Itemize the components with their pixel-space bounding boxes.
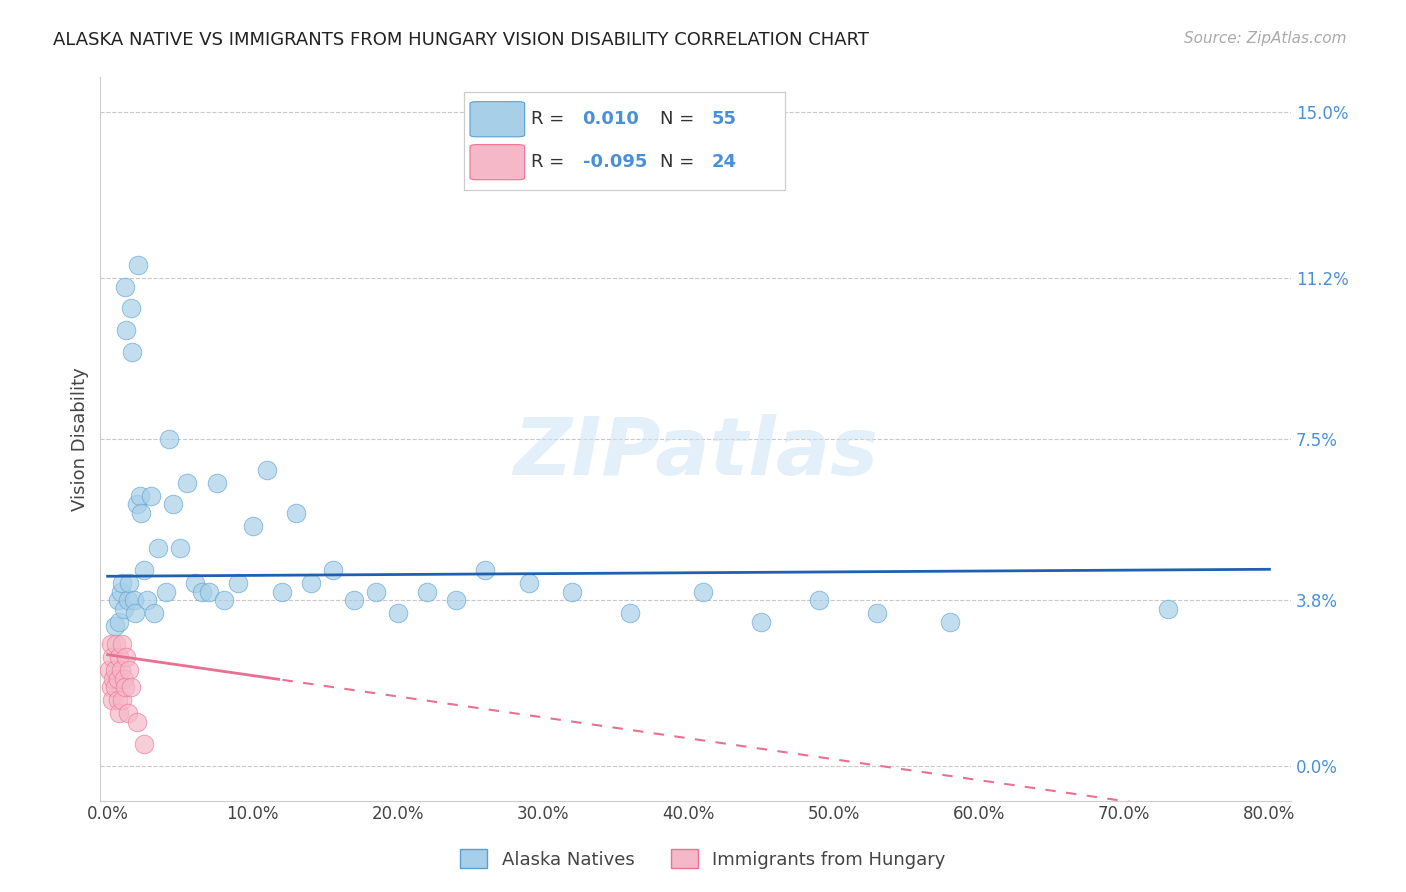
Point: [749, 615, 772, 629]
Point: [104, 663, 127, 677]
Point: [107, 672, 129, 686]
Point: [112, 672, 135, 686]
Point: [387, 607, 409, 621]
Point: [104, 681, 127, 695]
Point: [322, 563, 344, 577]
Point: [107, 593, 129, 607]
Point: [121, 345, 143, 359]
Point: [692, 584, 714, 599]
Point: [866, 607, 889, 621]
Y-axis label: Vision Disability: Vision Disability: [72, 368, 89, 511]
Point: [107, 693, 129, 707]
Point: [101, 693, 124, 707]
Point: [343, 593, 366, 607]
Point: [104, 619, 127, 633]
Point: [808, 593, 831, 607]
Point: [198, 584, 221, 599]
Point: [115, 649, 138, 664]
Point: [256, 462, 278, 476]
Point: [108, 706, 131, 721]
Point: [212, 593, 235, 607]
Point: [169, 541, 191, 555]
Point: [98, 663, 121, 677]
Point: [226, 575, 249, 590]
Text: ALASKA NATIVE VS IMMIGRANTS FROM HUNGARY VISION DISABILITY CORRELATION CHART: ALASKA NATIVE VS IMMIGRANTS FROM HUNGARY…: [53, 31, 869, 49]
Point: [416, 584, 439, 599]
Point: [129, 506, 152, 520]
Point: [561, 584, 583, 599]
Point: [366, 584, 388, 599]
Point: [122, 593, 145, 607]
Point: [111, 693, 134, 707]
Point: [111, 575, 134, 590]
Point: [110, 584, 132, 599]
Point: [205, 475, 228, 490]
Point: [299, 575, 322, 590]
Point: [285, 506, 308, 520]
Point: [115, 323, 138, 337]
Point: [148, 541, 170, 555]
Point: [118, 575, 141, 590]
Point: [155, 584, 177, 599]
Point: [108, 615, 131, 629]
Point: [105, 637, 128, 651]
Point: [112, 602, 135, 616]
Point: [120, 681, 142, 695]
Point: [132, 563, 155, 577]
Point: [118, 663, 141, 677]
Point: [103, 672, 125, 686]
Point: [124, 607, 146, 621]
Point: [100, 681, 122, 695]
Legend: Alaska Natives, Immigrants from Hungary: Alaska Natives, Immigrants from Hungary: [453, 842, 953, 876]
Point: [125, 715, 148, 730]
Point: [242, 519, 264, 533]
Point: [127, 258, 149, 272]
Point: [117, 593, 139, 607]
Point: [114, 279, 136, 293]
Point: [100, 637, 122, 651]
Point: [141, 489, 163, 503]
Point: [128, 489, 150, 503]
Point: [125, 497, 148, 511]
Point: [120, 301, 142, 316]
Point: [110, 663, 132, 677]
Point: [132, 737, 155, 751]
Point: [474, 563, 496, 577]
Point: [270, 584, 292, 599]
Point: [101, 649, 124, 664]
Point: [111, 637, 134, 651]
Point: [162, 497, 184, 511]
Text: Source: ZipAtlas.com: Source: ZipAtlas.com: [1184, 31, 1347, 46]
Point: [135, 593, 157, 607]
Point: [517, 575, 540, 590]
Point: [176, 475, 198, 490]
Point: [108, 649, 131, 664]
Text: ZIPatlas: ZIPatlas: [513, 415, 879, 492]
Point: [184, 575, 207, 590]
Point: [1157, 602, 1180, 616]
Point: [157, 432, 180, 446]
Point: [939, 615, 962, 629]
Point: [114, 681, 136, 695]
Point: [117, 706, 139, 721]
Point: [444, 593, 467, 607]
Point: [143, 607, 166, 621]
Point: [619, 607, 641, 621]
Point: [191, 584, 214, 599]
